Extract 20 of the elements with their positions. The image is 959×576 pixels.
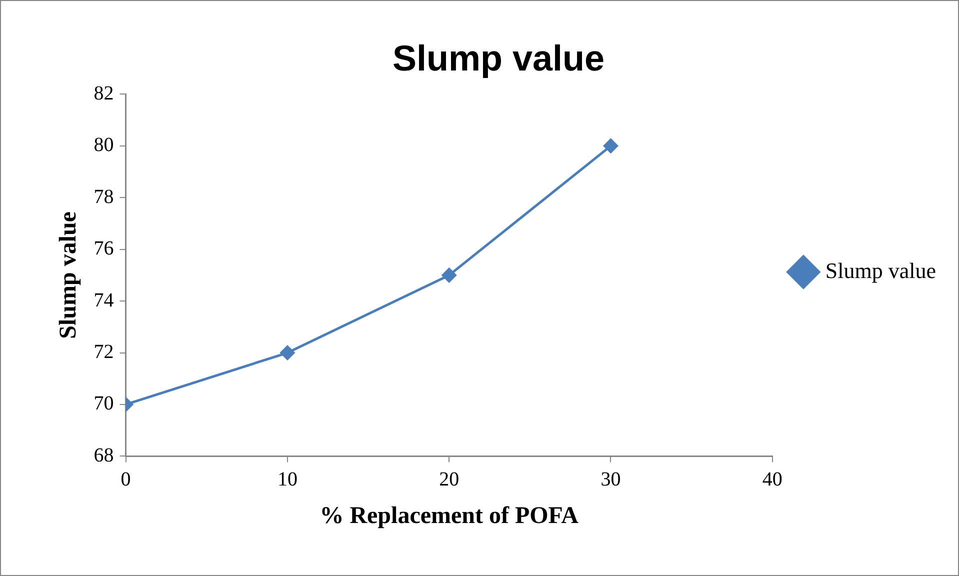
y-axis-title: Slump value	[56, 211, 82, 339]
point	[442, 268, 456, 282]
y-tick-label: 80	[94, 134, 114, 156]
x-tick-label: 40	[762, 468, 782, 490]
chart-title: Slump value	[392, 38, 605, 79]
point	[280, 346, 295, 360]
y-tick-label: 82	[94, 82, 114, 104]
x-tick-label: 10	[277, 468, 298, 490]
y-tick-label: 72	[94, 341, 114, 364]
point	[604, 138, 618, 154]
x-axis-title: % Replacement of POFA	[320, 502, 580, 529]
legend-label: Slump value	[825, 258, 936, 283]
x-tick-label: 0	[120, 468, 131, 490]
y-tick-label: 70	[94, 392, 114, 415]
y-tick-label: 78	[94, 186, 114, 208]
y-tick-label: 76	[94, 238, 114, 260]
y-tick-label: 74	[94, 289, 114, 312]
y-tick-label: 68	[94, 444, 114, 466]
x-tick-label: 30	[600, 468, 621, 490]
x-tick-label: 20	[439, 468, 460, 490]
